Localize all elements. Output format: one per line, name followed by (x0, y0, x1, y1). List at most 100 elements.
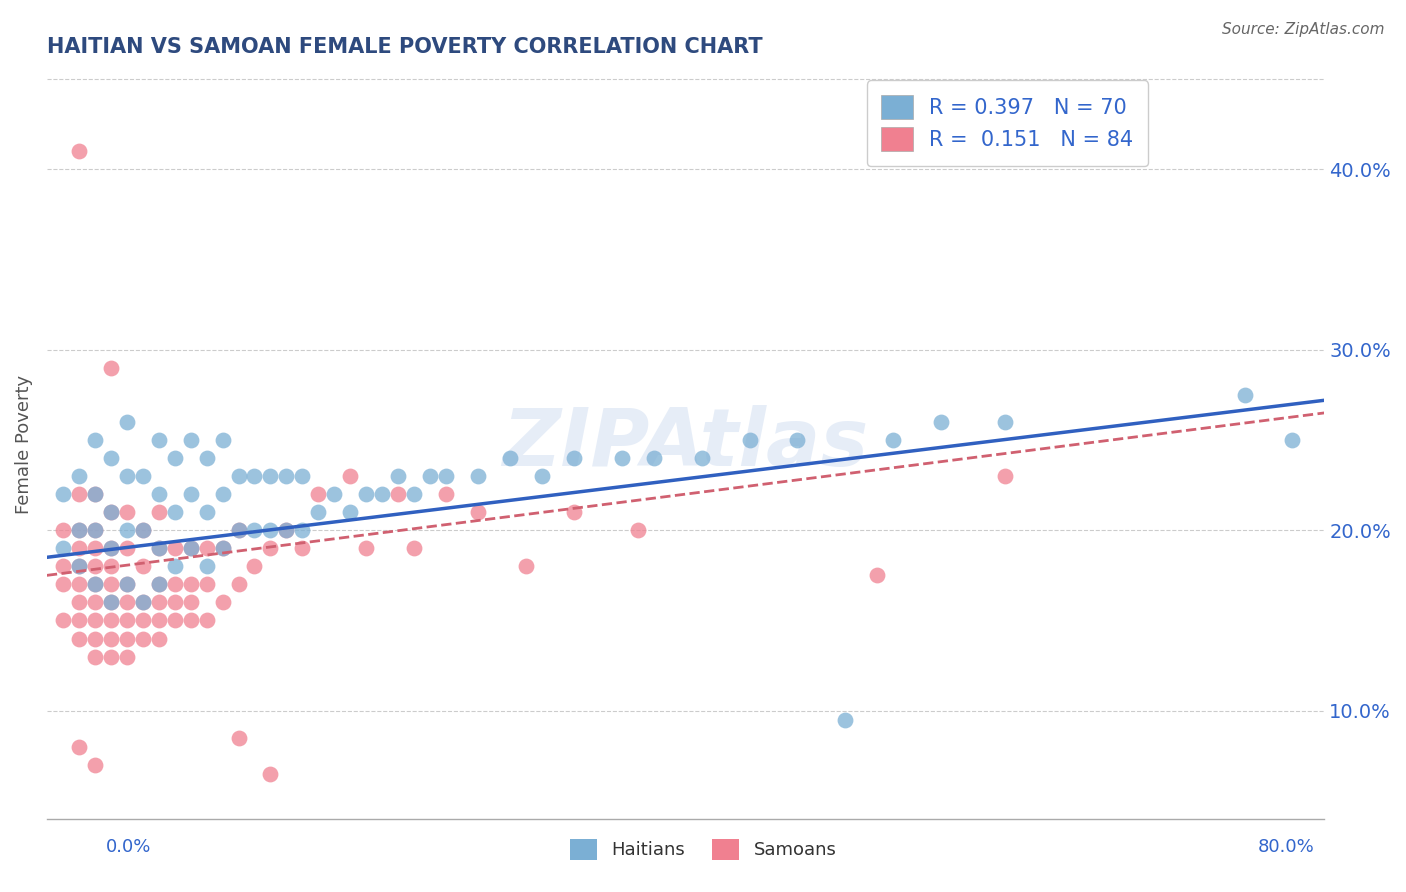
Point (131, 559, 153, 574)
Point (115, 614, 138, 628)
Point (83, 433, 105, 447)
Point (67, 595, 90, 609)
Point (83, 614, 105, 628)
Point (994, 415, 1017, 429)
Point (259, 523, 281, 537)
Point (195, 614, 218, 628)
Point (195, 577, 218, 591)
Point (163, 559, 186, 574)
Point (211, 541, 233, 556)
Point (211, 433, 233, 447)
Point (52, 487, 75, 501)
Text: ZIPAtlas: ZIPAtlas (502, 406, 869, 483)
Point (323, 487, 346, 501)
Text: Source: ZipAtlas.com: Source: ZipAtlas.com (1222, 22, 1385, 37)
Point (83, 523, 105, 537)
Point (371, 487, 394, 501)
Point (131, 595, 153, 609)
Point (195, 541, 218, 556)
Point (180, 614, 202, 628)
Point (148, 433, 170, 447)
Point (148, 577, 170, 591)
Point (211, 541, 233, 556)
Point (52, 614, 75, 628)
Point (180, 577, 202, 591)
Point (67, 614, 90, 628)
Point (83, 487, 105, 501)
Point (467, 469, 489, 483)
Point (276, 523, 298, 537)
Point (515, 559, 537, 574)
Point (610, 450, 633, 465)
Point (163, 595, 186, 609)
Point (67, 469, 90, 483)
Point (83, 757, 105, 772)
Point (115, 541, 138, 556)
Point (259, 469, 281, 483)
Point (211, 595, 233, 609)
Text: 0.0%: 0.0% (105, 838, 150, 855)
Point (148, 632, 170, 646)
Point (115, 632, 138, 646)
Point (339, 505, 361, 519)
Point (67, 541, 90, 556)
Point (100, 614, 122, 628)
Point (115, 577, 138, 591)
Point (163, 450, 186, 465)
Point (163, 577, 186, 591)
Point (228, 523, 250, 537)
Point (356, 487, 378, 501)
Point (67, 523, 90, 537)
Point (131, 523, 153, 537)
Point (180, 595, 202, 609)
Point (115, 469, 138, 483)
Point (67, 577, 90, 591)
Point (994, 469, 1017, 483)
Point (690, 450, 713, 465)
Point (52, 523, 75, 537)
Point (83, 595, 105, 609)
Point (276, 469, 298, 483)
Point (882, 433, 904, 447)
Point (259, 767, 281, 781)
Point (163, 505, 186, 519)
Point (83, 523, 105, 537)
Point (67, 559, 90, 574)
Point (404, 541, 426, 556)
Point (67, 487, 90, 501)
Point (148, 541, 170, 556)
Y-axis label: Female Poverty: Female Poverty (15, 375, 32, 514)
Point (627, 523, 650, 537)
Text: 80.0%: 80.0% (1258, 838, 1315, 855)
Point (100, 505, 122, 519)
Point (195, 505, 218, 519)
Point (100, 360, 122, 375)
Point (115, 577, 138, 591)
Point (929, 415, 952, 429)
Point (307, 505, 329, 519)
Point (180, 433, 202, 447)
Point (148, 487, 170, 501)
Point (562, 450, 585, 465)
Point (243, 469, 266, 483)
Legend: R = 0.397   N = 70, R =  0.151   N = 84: R = 0.397 N = 70, R = 0.151 N = 84 (866, 80, 1147, 166)
Point (148, 577, 170, 591)
Point (163, 614, 186, 628)
Point (259, 541, 281, 556)
Point (434, 487, 457, 501)
Point (195, 450, 218, 465)
Point (115, 649, 138, 664)
Point (131, 595, 153, 609)
Point (834, 713, 856, 727)
Point (387, 487, 409, 501)
Point (356, 541, 378, 556)
Point (100, 541, 122, 556)
Point (83, 559, 105, 574)
Point (180, 487, 202, 501)
Point (434, 469, 457, 483)
Point (228, 577, 250, 591)
Point (291, 469, 314, 483)
Point (67, 144, 90, 158)
Point (115, 505, 138, 519)
Point (52, 577, 75, 591)
